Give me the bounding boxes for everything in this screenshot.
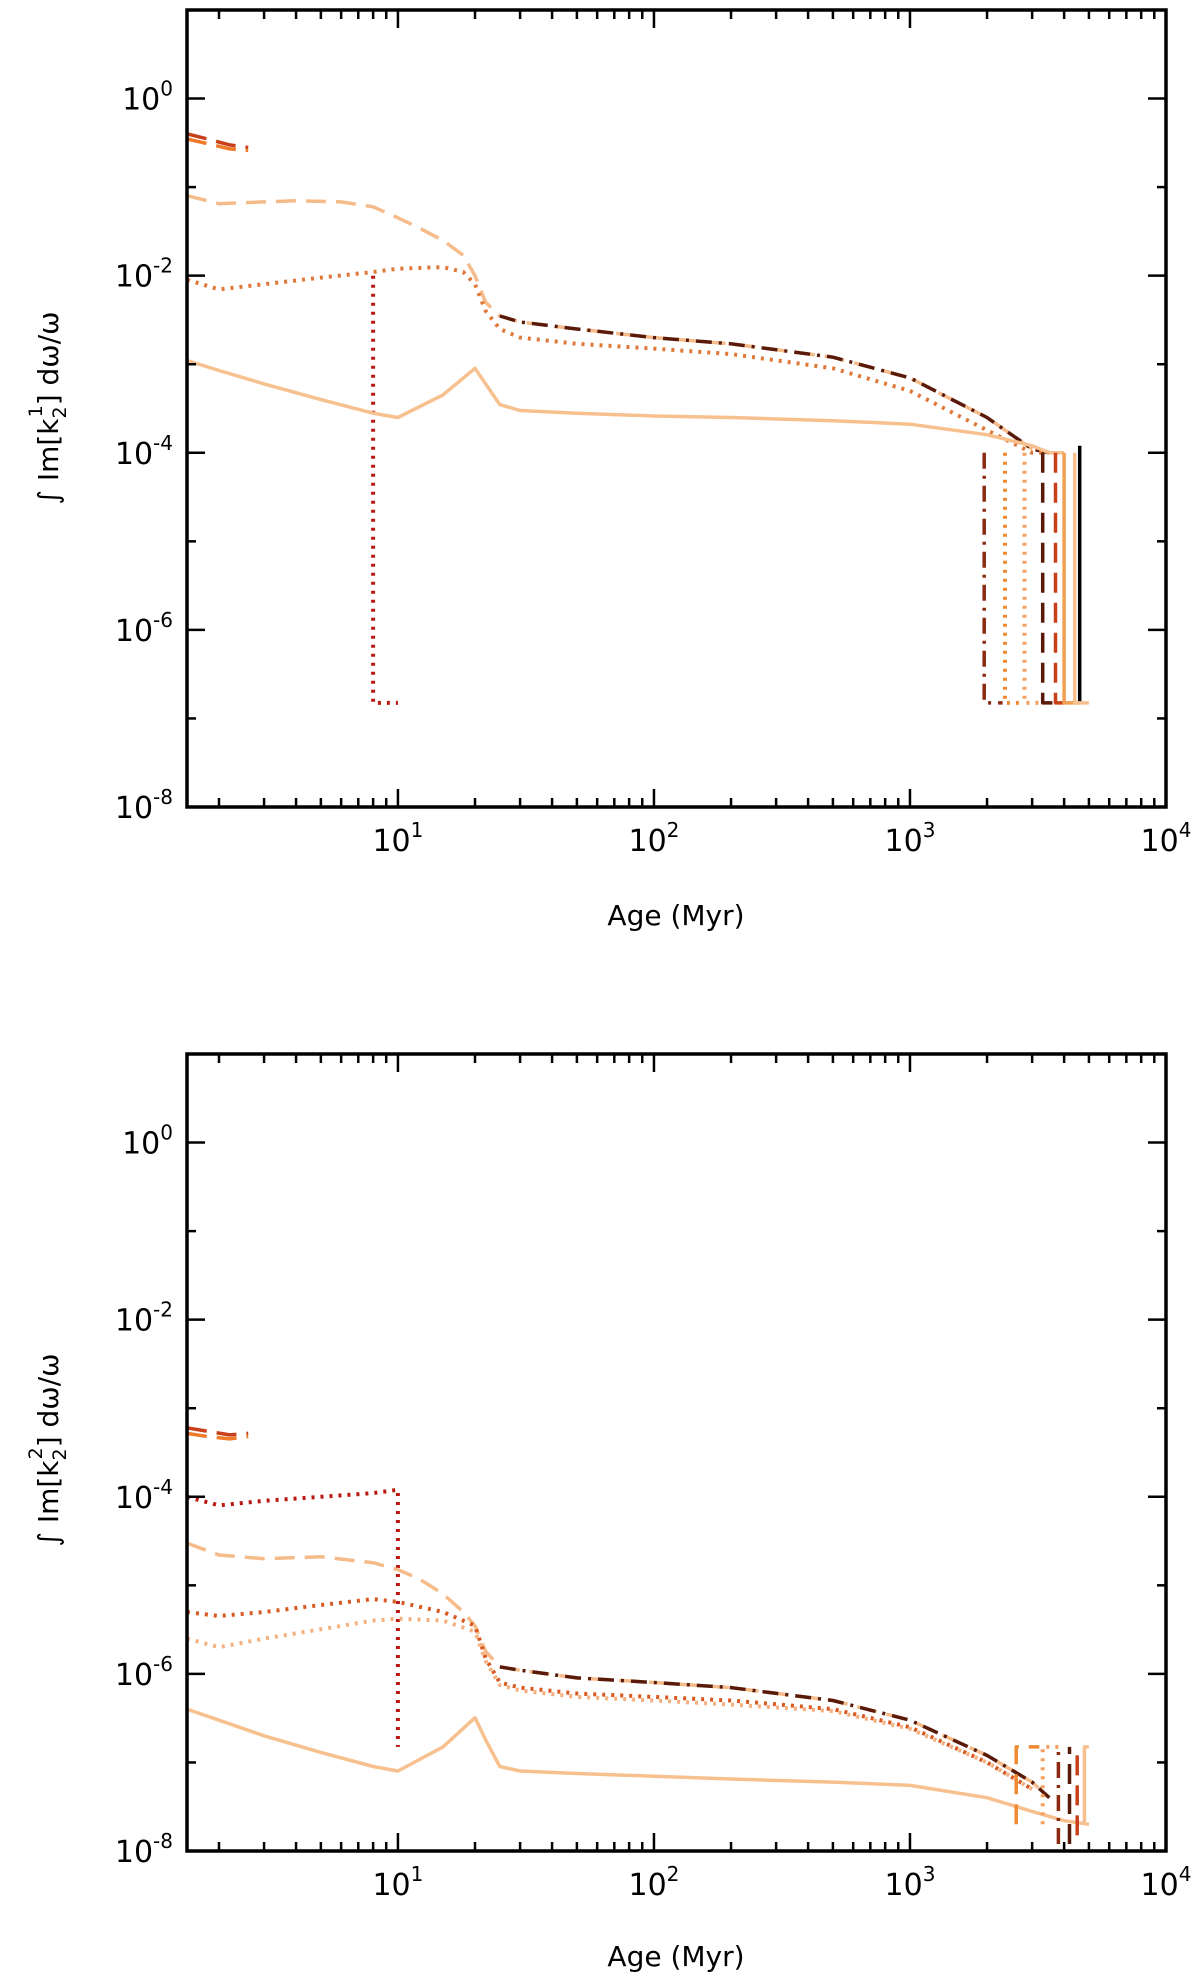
series-top-solid-lower: [187, 358, 1065, 455]
series-top-pms-early-dashed-red: [187, 132, 249, 150]
x-tick-label-base: 10: [628, 1868, 666, 1903]
x-tick-label-base: 10: [372, 1868, 410, 1903]
series-top-dropoff-1: [982, 452, 1003, 705]
series-bottom-dashdot-dark: [499, 1665, 1051, 1799]
y-tick-label: 100: [122, 1121, 173, 1162]
series-top-dropoff-3: [1022, 452, 1040, 705]
series-bottom-solid-lower: [187, 1707, 1090, 1827]
y-label-bottom-sub: 2: [49, 1448, 71, 1460]
x-axis-label-top: Age (Myr): [607, 899, 744, 932]
x-axis-label-bottom: Age (Myr): [607, 1940, 744, 1973]
series-bottom-dropoff-2: [1040, 1744, 1059, 1825]
y-tick-label-exp: -2: [153, 254, 173, 278]
series-bottom-dotted-orange-mid: [187, 1597, 1034, 1791]
y-tick-label: 10-2: [115, 254, 173, 295]
series-bottom-pms-early-dashed-red: [187, 1426, 249, 1437]
x-tick-label: 101: [372, 1862, 423, 1903]
x-tick-label: 103: [885, 818, 936, 859]
y-tick-label-base: 10: [115, 1835, 153, 1870]
x-tick-label-exp: 4: [1179, 1862, 1192, 1886]
y-label-top-sup: 1: [25, 405, 47, 417]
y-tick-label: 10-8: [115, 1829, 173, 1870]
y-tick-label-exp: -6: [153, 1652, 173, 1676]
x-tick-label: 102: [628, 1862, 679, 1903]
series-top-dashdot-dark: [499, 314, 1050, 455]
y-tick-label: 10-6: [115, 1652, 173, 1693]
plot-frame-bottom: [185, 1052, 1168, 1853]
series-top-dropoff-8: [1072, 452, 1089, 705]
series-top-dotted-upper: [187, 265, 1050, 455]
series-bottom-pms-early-dashed-orange: [187, 1431, 249, 1441]
x-tick-label: 102: [628, 818, 679, 859]
y-tick-label-base: 10: [115, 437, 153, 472]
series-top-dotted-red-vertical: [371, 275, 398, 705]
y-tick-label-base: 10: [115, 1481, 153, 1516]
y-tick-label: 10-8: [115, 785, 173, 826]
x-tick-label-exp: 1: [411, 818, 424, 842]
y-label-bottom-suffix: ] dω/ω: [32, 1353, 65, 1447]
y-tick-label-exp: -8: [153, 785, 173, 809]
x-tick-label-base: 10: [885, 1868, 923, 1903]
series-group-top: [187, 132, 1089, 705]
y-tick-label-base: 10: [115, 1304, 153, 1339]
y-tick-label: 10-2: [115, 1298, 173, 1339]
y-label-top-suffix: ] dω/ω: [32, 311, 65, 405]
y-tick-label-exp: -2: [153, 1298, 173, 1322]
y-tick-label: 100: [122, 77, 173, 118]
series-bottom-dashed-upper: [187, 1541, 1051, 1799]
y-tick-label-base: 10: [115, 791, 153, 826]
series-group-bottom: [187, 1426, 1090, 1844]
x-tick-label-base: 10: [885, 824, 923, 859]
x-tick-label-exp: 4: [1179, 818, 1192, 842]
series-top-dropoff-4: [1040, 452, 1053, 705]
y-tick-label-exp: 0: [160, 1121, 173, 1145]
x-tick-label-exp: 1: [411, 1862, 424, 1886]
y-tick-label-exp: 0: [160, 77, 173, 101]
y-tick-label: 10-4: [115, 431, 173, 472]
x-tick-label-base: 10: [1141, 824, 1179, 859]
x-tick-label-base: 10: [628, 824, 666, 859]
y-tick-label-base: 10: [115, 614, 153, 649]
y-label-bottom-sup: 2: [25, 1447, 47, 1459]
y-tick-label-exp: -4: [153, 1475, 173, 1499]
y-axis-label-top: ∫ Im[k21] dω/ω: [25, 311, 71, 504]
y-tick-label: 10-6: [115, 608, 173, 649]
series-bottom-dotted-red-upper: [187, 1487, 400, 1747]
series-top-pms-early-dashed-orange: [187, 137, 249, 153]
series-bottom-dropoff-6: [1082, 1745, 1089, 1825]
x-tick-label: 103: [885, 1862, 936, 1903]
x-tick-label-exp: 3: [923, 818, 936, 842]
y-label-top-sub: 2: [49, 406, 71, 418]
y-tick-label-base: 10: [115, 260, 153, 295]
y-tick-label-exp: -4: [153, 431, 173, 455]
x-tick-label-base: 10: [1141, 1868, 1179, 1903]
y-tick-label-base: 10: [122, 83, 160, 118]
series-bottom-dropoff-1: [1014, 1745, 1040, 1825]
x-tick-label: 101: [372, 818, 423, 859]
y-axis-label-bottom: ∫ Im[k22] dω/ω: [25, 1353, 71, 1546]
x-tick-label: 104: [1141, 1862, 1192, 1903]
y-label-top-prefix: ∫ Im[k: [32, 418, 65, 505]
x-tick-label: 104: [1141, 818, 1192, 859]
x-tick-label-exp: 3: [923, 1862, 936, 1886]
y-tick-label-base: 10: [115, 1658, 153, 1693]
series-bottom-dotted-light-mid: [187, 1616, 1034, 1791]
x-tick-label-exp: 2: [667, 818, 680, 842]
y-tick-label-exp: -6: [153, 608, 173, 632]
x-tick-label-exp: 2: [667, 1862, 680, 1886]
x-tick-label-base: 10: [372, 824, 410, 859]
plot-frame-top: [185, 8, 1168, 809]
series-top-dropoff-2: [1003, 452, 1021, 705]
y-tick-label-exp: -8: [153, 1829, 173, 1853]
y-label-bottom-prefix: ∫ Im[k: [32, 1460, 65, 1547]
y-tick-label: 10-4: [115, 1475, 173, 1516]
y-tick-label-base: 10: [122, 1127, 160, 1162]
